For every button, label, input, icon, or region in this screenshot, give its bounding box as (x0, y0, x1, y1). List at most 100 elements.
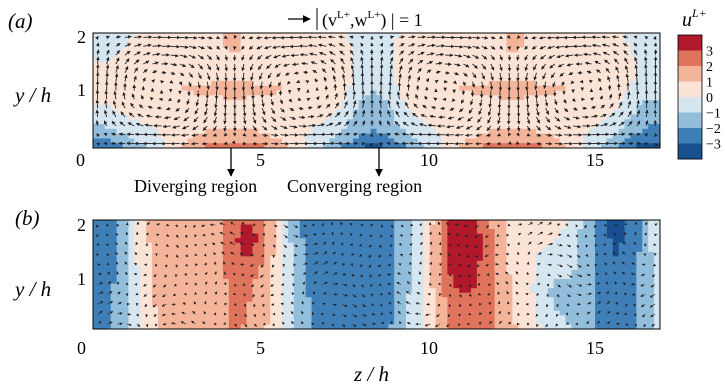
heatmap-cell (234, 319, 242, 326)
heatmap-cell (547, 42, 555, 48)
heatmap-cell (636, 37, 643, 44)
heatmap-cell (382, 224, 389, 230)
heatmap-cell (494, 42, 502, 48)
heatmap-cell (352, 315, 360, 321)
heatmap-cell (205, 47, 212, 53)
velocity-vector (261, 125, 268, 131)
heatmap-cell (435, 80, 443, 87)
heatmap-cell (193, 315, 200, 321)
velocity-vector (583, 52, 592, 57)
heatmap-cell (175, 229, 183, 235)
velocity-vector (389, 64, 393, 73)
heatmap-cell (246, 133, 254, 140)
colorbar-tick-label: 0 (706, 91, 713, 106)
heatmap-cell (654, 109, 660, 116)
heatmap-cell (329, 224, 336, 230)
heatmap-cell (488, 124, 496, 130)
heatmap-cell (264, 260, 271, 267)
heatmap-cell (276, 143, 283, 148)
heatmap-cell (417, 233, 425, 239)
heatmap-cell (530, 274, 537, 280)
heatmap-cell (441, 220, 448, 226)
heatmap-cell (571, 42, 578, 48)
heatmap-cell (317, 324, 324, 329)
heatmap-cell (187, 61, 195, 68)
heatmap-cell (287, 297, 295, 303)
velocity-vector (261, 99, 265, 108)
heatmap-cell (441, 138, 448, 144)
heatmap-cell (199, 138, 206, 144)
heatmap-cell (394, 52, 401, 58)
heatmap-cell (530, 292, 537, 298)
heatmap-cell (104, 315, 112, 321)
heatmap-cell (358, 85, 366, 92)
heatmap-cell (630, 76, 637, 82)
heatmap-cell (535, 143, 543, 148)
heatmap-cell (524, 42, 531, 48)
heatmap-cell (453, 238, 460, 244)
heatmap-cell (335, 269, 342, 276)
heatmap-cell (234, 85, 242, 92)
heatmap-cell (595, 76, 602, 82)
heatmap-cell (612, 61, 620, 68)
heatmap-cell (500, 319, 508, 326)
heatmap-cell (547, 143, 555, 148)
heatmap-cell (630, 95, 637, 101)
heatmap-cell (116, 242, 124, 248)
heatmap-cell (500, 52, 508, 58)
heatmap-cell (299, 109, 307, 116)
velocity-vector (396, 91, 401, 100)
heatmap-cell (535, 90, 543, 96)
velocity-vector (329, 51, 336, 56)
heatmap-cell (346, 76, 354, 82)
velocity-vector (601, 35, 610, 39)
heatmap-cell (181, 100, 189, 106)
velocity-vector (204, 108, 208, 116)
heatmap-cell (506, 283, 513, 289)
heatmap-cell (323, 52, 330, 58)
heatmap-cell (228, 100, 236, 106)
heatmap-cell (642, 85, 649, 92)
heatmap-cell (264, 52, 271, 58)
heatmap-cell (276, 85, 283, 92)
heatmap-cell (116, 224, 124, 230)
heatmap-cell (193, 260, 200, 267)
heatmap-cell (282, 283, 289, 289)
heatmap-cell (547, 104, 555, 111)
heatmap-cell (524, 238, 531, 244)
heatmap-cell (589, 52, 596, 58)
heatmap-cell (252, 119, 259, 125)
heatmap-cell (146, 310, 153, 316)
heatmap-cell (382, 66, 389, 72)
heatmap-cell (423, 100, 431, 106)
heatmap-cell (163, 315, 171, 321)
heatmap-cell (535, 288, 543, 294)
heatmap-cell (311, 310, 319, 316)
heatmap-cell (476, 66, 484, 72)
heatmap-cell (140, 104, 147, 111)
heatmap-cell (376, 61, 384, 68)
heatmap-cell (258, 251, 265, 257)
heatmap-cell (376, 301, 384, 307)
heatmap-cell (595, 128, 602, 135)
heatmap-cell (530, 85, 537, 92)
heatmap-cell (364, 301, 372, 307)
heatmap-cell (323, 224, 330, 230)
velocity-vector (179, 45, 189, 49)
velocity-vector (273, 54, 281, 59)
heatmap-cell (500, 90, 508, 96)
heatmap-cell (140, 47, 147, 53)
heatmap-cell (406, 133, 413, 140)
heatmap-cell (157, 37, 165, 44)
velocity-vector (526, 99, 530, 109)
heatmap-cell (341, 247, 348, 253)
heatmap-cell (559, 100, 567, 106)
heatmap-cell (482, 95, 490, 101)
heatmap-cell (388, 292, 395, 298)
heatmap-cell (406, 124, 413, 130)
heatmap-cell (140, 100, 147, 106)
heatmap-cell (435, 315, 443, 321)
heatmap-cell (329, 315, 336, 321)
velocity-vector (264, 45, 272, 50)
heatmap-cell (199, 124, 206, 130)
